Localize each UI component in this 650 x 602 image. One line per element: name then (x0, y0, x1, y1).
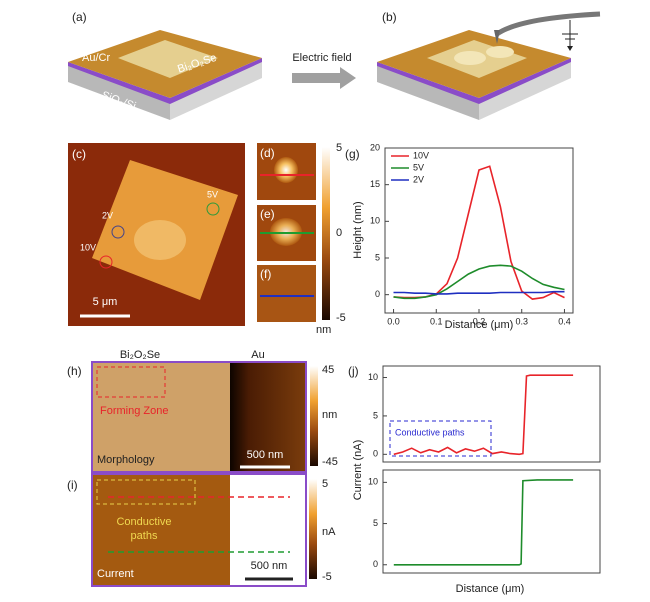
annotation: Conductive (116, 516, 171, 528)
plot-frame (382, 365, 601, 463)
colorbar-tick: -5 (336, 312, 346, 324)
annotation: Conductive paths (395, 427, 465, 437)
panel-label: (d) (260, 146, 275, 160)
device-b (377, 11, 601, 120)
x-tick-label: 0.1 (430, 316, 443, 326)
colorbar-unit: nm (316, 324, 331, 336)
colorbar-tick: -45 (322, 456, 338, 468)
map-label: Current (97, 568, 134, 580)
legend-label: 5V (413, 162, 424, 172)
annotation-box (389, 420, 492, 457)
annotation: paths (131, 530, 158, 542)
scale-bar-label: 500 nm (247, 449, 284, 461)
y-tick-label: 0 (375, 289, 380, 299)
x-axis-label: Distance (μm) (456, 583, 525, 595)
map-image (93, 363, 230, 471)
data-line (393, 479, 574, 566)
arrow-label: Electric field (292, 52, 351, 64)
map-label: Morphology (97, 454, 155, 466)
colorbar-tick: 5 (322, 478, 328, 490)
colorbar-unit: nA (322, 526, 336, 538)
data-line (393, 165, 565, 300)
voltage-label: 5V (207, 189, 218, 199)
x-tick-label: 0.2 (473, 316, 486, 326)
y-tick-label: 10 (370, 216, 380, 226)
scale-bar-label: 5 μm (93, 296, 118, 308)
scale-bar-label: 500 nm (251, 560, 288, 572)
panel-label: (j) (348, 364, 359, 378)
legend-label: 2V (413, 174, 424, 184)
x-tick-label: 0.3 (515, 316, 528, 326)
data-line (393, 264, 565, 300)
panel-label: (e) (260, 207, 275, 221)
map-image (93, 475, 230, 585)
voltage-label: 10V (80, 242, 96, 252)
colorbar-tick: 0 (336, 227, 342, 239)
y-tick-label: 0 (373, 449, 378, 459)
panel-label: (g) (345, 147, 360, 161)
legend-label: 10V (413, 150, 429, 160)
colorbar-tick: 45 (322, 364, 334, 376)
panel-label: (h) (67, 364, 82, 378)
plot-frame (382, 469, 601, 574)
colorbar-unit: nm (322, 409, 337, 421)
data-line (393, 290, 565, 295)
y-tick-label: 15 (370, 179, 380, 189)
metal-label: Au/Cr (82, 52, 110, 64)
panel-label: (c) (72, 147, 86, 161)
material-label: Bi₂O₂Se (120, 349, 160, 361)
panel-label: (a) (72, 10, 87, 24)
x-axis-label: Distance (μm) (445, 319, 514, 331)
y-tick-label: 10 (368, 477, 378, 487)
colorbar-tick: -5 (322, 571, 332, 583)
material-label: Au (251, 349, 264, 361)
device-a (68, 30, 262, 120)
y-tick-label: 5 (375, 252, 380, 262)
y-tick-label: 5 (373, 410, 378, 420)
annotation: Forming Zone (100, 405, 168, 417)
x-tick-label: 0.4 (558, 316, 571, 326)
panel-label: (b) (382, 10, 397, 24)
panel-label: (i) (67, 478, 78, 492)
colorbar (309, 479, 317, 579)
data-line (393, 374, 574, 456)
y-axis-label: Height (nm) (352, 201, 364, 258)
y-tick-label: 10 (368, 372, 378, 382)
y-tick-label: 5 (373, 518, 378, 528)
arrow (292, 67, 356, 89)
y-tick-label: 20 (370, 142, 380, 152)
x-tick-label: 0.0 (387, 316, 400, 326)
y-tick-label: 0 (373, 559, 378, 569)
y-axis-label: Current (nA) (352, 440, 364, 501)
voltage-label: 2V (102, 210, 113, 220)
colorbar (310, 366, 318, 466)
panel-label: (f) (260, 267, 271, 281)
colorbar (322, 147, 330, 320)
colorbar-tick: 5 (336, 142, 342, 154)
